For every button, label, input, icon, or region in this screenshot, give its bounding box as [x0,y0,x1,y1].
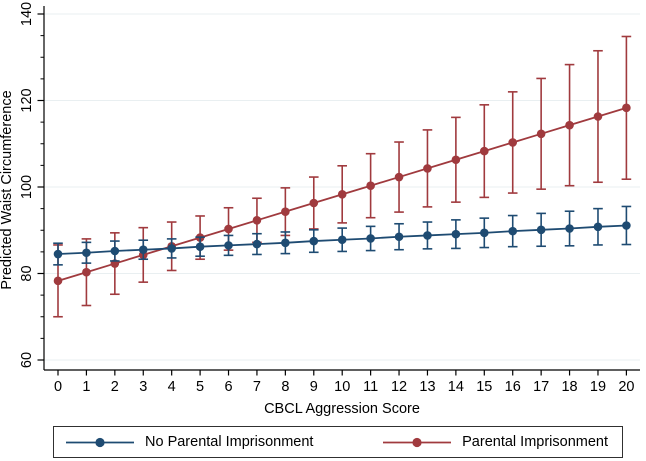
x-tick-label: 12 [391,379,407,395]
y-tick-label: 120 [19,88,35,112]
x-tick-label: 18 [561,379,577,395]
x-tick-label: 5 [196,379,204,395]
x-tick-label: 20 [618,379,634,395]
x-tick-label: 1 [82,379,90,395]
y-tick-label: 80 [19,265,35,281]
legend-marker-dot [412,437,422,447]
x-tick-label: 9 [310,379,318,395]
legend: No Parental Imprisonment Parental Impris… [53,426,623,458]
series-parental-imprisonment [53,35,632,318]
x-tick-label: 11 [363,379,378,395]
legend-label-parental-imprisonment: Parental Imprisonment [462,434,608,450]
x-axis-title: CBCL Aggression Score [264,401,420,417]
y-axis-title: Predicted Waist Circumference [0,90,15,289]
x-tick-label: 19 [590,379,606,395]
legend-entry-parental-imprisonment: Parental Imprisonment [383,434,608,450]
x-tick-label: 4 [168,379,176,395]
x-tick-label: 14 [448,379,464,395]
x-tick-label: 8 [281,379,289,395]
x-tick-label: 15 [476,379,492,395]
x-tick-label: 0 [54,379,62,395]
legend-entry-no-parental-imprisonment: No Parental Imprisonment [66,434,313,450]
x-tick-label: 17 [533,379,549,395]
y-axis-ticks: 60 80 100 120 140 [19,2,44,368]
x-tick-label: 10 [334,379,350,395]
legend-line-marker-swatch [66,437,134,447]
x-tick-label: 3 [139,379,147,395]
y-tick-label: 60 [19,352,35,368]
y-tick-label: 100 [19,175,35,199]
x-axis-ticks: 0 1 2 3 4 5 6 7 8 9 10 11 12 13 14 15 16 17 18 19 20 [54,370,634,395]
x-tick-label: 13 [419,379,435,395]
legend-marker-dot [95,437,105,447]
x-tick-label: 7 [253,379,261,395]
y-tick-label: 140 [19,2,35,26]
legend-label-no-parental-imprisonment: No Parental Imprisonment [145,434,314,450]
x-tick-label: 16 [505,379,521,395]
x-tick-label: 2 [111,379,119,395]
legend-line-marker-swatch [383,437,452,447]
series-no-parental-imprisonment [53,205,632,266]
x-tick-label: 6 [224,379,232,395]
